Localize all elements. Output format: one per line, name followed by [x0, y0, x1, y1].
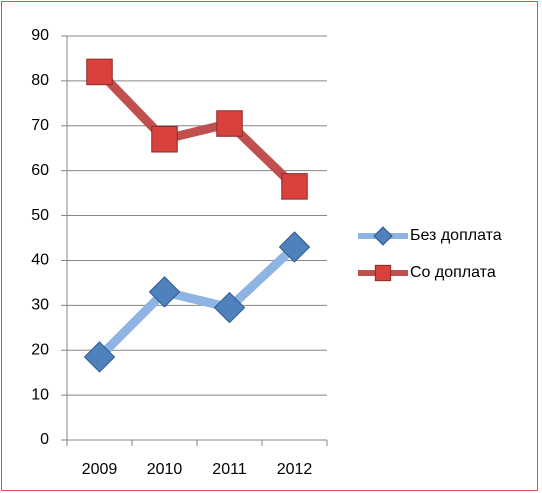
x-tick-label: 2011 [212, 461, 247, 478]
y-tick-label: 90 [31, 27, 49, 44]
legend-label: Со доплата [410, 264, 496, 281]
y-tick-label: 60 [31, 162, 49, 179]
y-tick-label: 40 [31, 252, 49, 269]
x-tick-label: 2010 [147, 461, 183, 478]
legend-label: Без доплата [410, 227, 502, 244]
y-tick-label: 50 [31, 207, 49, 224]
legend-marker [374, 264, 392, 282]
y-tick-label: 0 [40, 431, 49, 448]
data-point [86, 58, 113, 86]
series-line [96, 68, 298, 190]
legend-marker [373, 226, 393, 246]
x-tick-label: 2009 [82, 461, 118, 478]
data-point [213, 291, 246, 324]
x-tick-label: 2012 [277, 461, 313, 478]
y-tick-label: 30 [31, 297, 49, 314]
data-point [281, 173, 308, 200]
series-line [96, 243, 298, 361]
data-point [278, 231, 311, 263]
data-point [216, 110, 243, 137]
y-tick-label: 20 [31, 341, 49, 358]
data-point [83, 341, 116, 373]
y-tick-label: 80 [31, 72, 49, 89]
data-point [151, 125, 178, 153]
y-tick-label: 10 [31, 386, 49, 403]
y-tick-label: 70 [31, 117, 49, 134]
data-point [148, 276, 181, 308]
